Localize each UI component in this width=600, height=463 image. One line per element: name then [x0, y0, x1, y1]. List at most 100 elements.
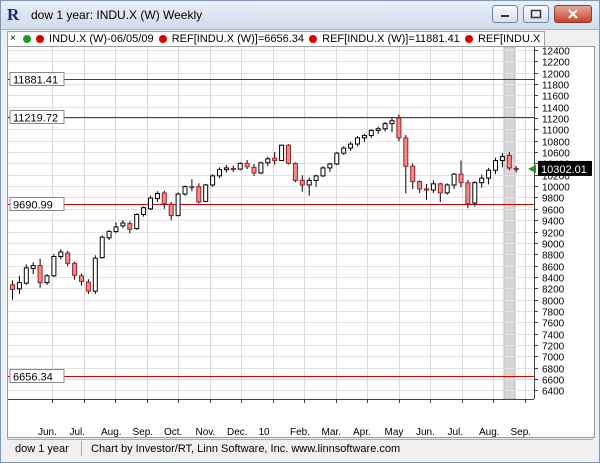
candle-body — [334, 152, 340, 165]
last-price-label: 10302.01 — [541, 164, 587, 176]
title-bar[interactable]: R dow 1 year: INDU.X (W) Weekly — [1, 1, 599, 30]
y-tick-label: 8000 — [542, 297, 565, 308]
candle-body — [403, 137, 409, 167]
close-button[interactable] — [554, 5, 592, 23]
candle-body — [265, 158, 271, 164]
reference-label-box — [9, 197, 65, 211]
y-tick-label: 10600 — [542, 149, 570, 160]
status-bar: dow 1 year Chart by Investor/RT, Linn So… — [7, 439, 593, 458]
y-tick-label: 11400 — [542, 104, 570, 115]
candle-body — [348, 143, 354, 149]
candle-body — [272, 157, 278, 162]
candle-body — [113, 226, 119, 233]
x-tick-label: Jul. — [70, 427, 86, 437]
y-tick-label: 8800 — [542, 251, 565, 262]
candle-body — [244, 162, 250, 168]
symbol-green-dot-icon — [22, 35, 31, 43]
candle-body — [106, 231, 112, 239]
candle-body — [292, 162, 298, 181]
legend-ref2[interactable]: REF[INDU.X (W)]=11881.41 — [322, 33, 460, 45]
candle-body — [299, 179, 305, 186]
candle-body — [134, 213, 140, 230]
legend-symbol[interactable]: INDU.X (W)-06/05/09 — [49, 33, 154, 45]
x-tick-label: Apr. — [353, 427, 371, 437]
y-tick-label: 7600 — [542, 319, 565, 330]
status-chart-name: dow 1 year — [15, 443, 69, 455]
candle-body — [479, 177, 485, 184]
legend-ref1[interactable]: REF[INDU.X (W)]=6656.34 — [171, 33, 305, 45]
status-credit: Chart by Investor/RT, Linn Software, Inc… — [91, 443, 401, 455]
y-tick-label: 10800 — [542, 138, 570, 149]
candle-body — [251, 166, 257, 174]
x-tick-label: Jun. — [38, 427, 57, 437]
y-tick-label: 9200 — [542, 229, 565, 240]
x-tick-label: Aug. — [101, 427, 122, 437]
candle-body — [72, 262, 78, 276]
candle-body — [141, 207, 147, 215]
reference-label: 11219.72 — [13, 113, 58, 125]
candle-body — [472, 182, 478, 204]
candle-body — [286, 144, 291, 164]
last-price-box — [538, 160, 592, 176]
window-title: dow 1 year: INDU.X (W) Weekly — [31, 8, 203, 22]
y-tick-label: 6800 — [542, 365, 565, 376]
x-tick-label: Sep. — [511, 427, 532, 437]
x-tick-label: Oct. — [164, 427, 182, 437]
close-icon — [568, 9, 578, 19]
candle-body — [444, 184, 450, 194]
maximize-button[interactable] — [523, 5, 549, 23]
candle-body — [368, 129, 374, 137]
reference-label: 11881.41 — [13, 75, 58, 87]
candlestick-chart[interactable]: Jun. Jul. Aug. Sep. Oct. Nov. Dec. 10 Feb. Mar. Ap… — [8, 46, 594, 438]
y-tick-label: 9000 — [542, 240, 565, 251]
candle-body — [79, 275, 84, 282]
candle-body — [154, 192, 160, 200]
candle-body — [493, 160, 498, 171]
candle-body — [458, 173, 464, 184]
y-tick-label: 9800 — [542, 194, 565, 205]
reference-label: 9690.99 — [13, 200, 53, 212]
candle-body — [355, 137, 360, 145]
reference-label-box — [9, 72, 65, 86]
y-tick-label: 11600 — [542, 92, 570, 103]
y-tick-label: 10000 — [542, 183, 570, 194]
candle-body — [230, 167, 236, 170]
minimize-icon — [501, 15, 509, 17]
legend-ref3[interactable]: REF[INDU.X (W)]=9 — [477, 33, 544, 45]
candle-body — [451, 173, 457, 186]
candle-body — [389, 120, 395, 125]
candle-body — [217, 169, 222, 177]
candle-body — [258, 162, 264, 174]
candle-body — [237, 162, 243, 170]
y-tick-label: 6400 — [542, 387, 565, 398]
legend-close-icon[interactable]: × — [10, 33, 16, 44]
candle-body — [30, 265, 36, 269]
x-tick-label: Jun. — [416, 427, 435, 437]
candle-body — [486, 169, 492, 179]
y-tick-label: 11800 — [542, 81, 570, 92]
y-tick-label: 8200 — [542, 285, 565, 296]
chart-area[interactable]: Jun. Jul. Aug. Sep. Oct. Nov. Dec. 10 Feb. Mar. Ap… — [7, 46, 595, 438]
candle-body — [189, 186, 195, 189]
candle-body — [279, 144, 285, 162]
candle-body — [182, 186, 188, 195]
candle-body — [203, 184, 209, 202]
x-tick-label: Jul. — [448, 427, 464, 437]
candle-body — [499, 156, 505, 162]
candle-body — [375, 128, 381, 131]
candle-body — [127, 223, 133, 230]
candle-body — [44, 275, 50, 284]
candle-body — [16, 282, 22, 290]
candle-body — [223, 167, 229, 171]
candle-body — [37, 265, 43, 284]
y-tick-label: 8600 — [542, 263, 565, 274]
indicator-legend: × INDU.X (W)-06/05/09 REF[INDU.X (W)]=66… — [7, 31, 545, 47]
y-tick-label: 12000 — [542, 70, 570, 81]
candle-body — [10, 284, 15, 290]
x-tick-label: Dec. — [227, 427, 248, 437]
y-tick-label: 12200 — [542, 58, 570, 69]
minimize-button[interactable] — [492, 5, 518, 23]
y-tick-label: 9600 — [542, 206, 565, 217]
candle-body — [168, 203, 174, 217]
candle-body — [92, 257, 98, 292]
